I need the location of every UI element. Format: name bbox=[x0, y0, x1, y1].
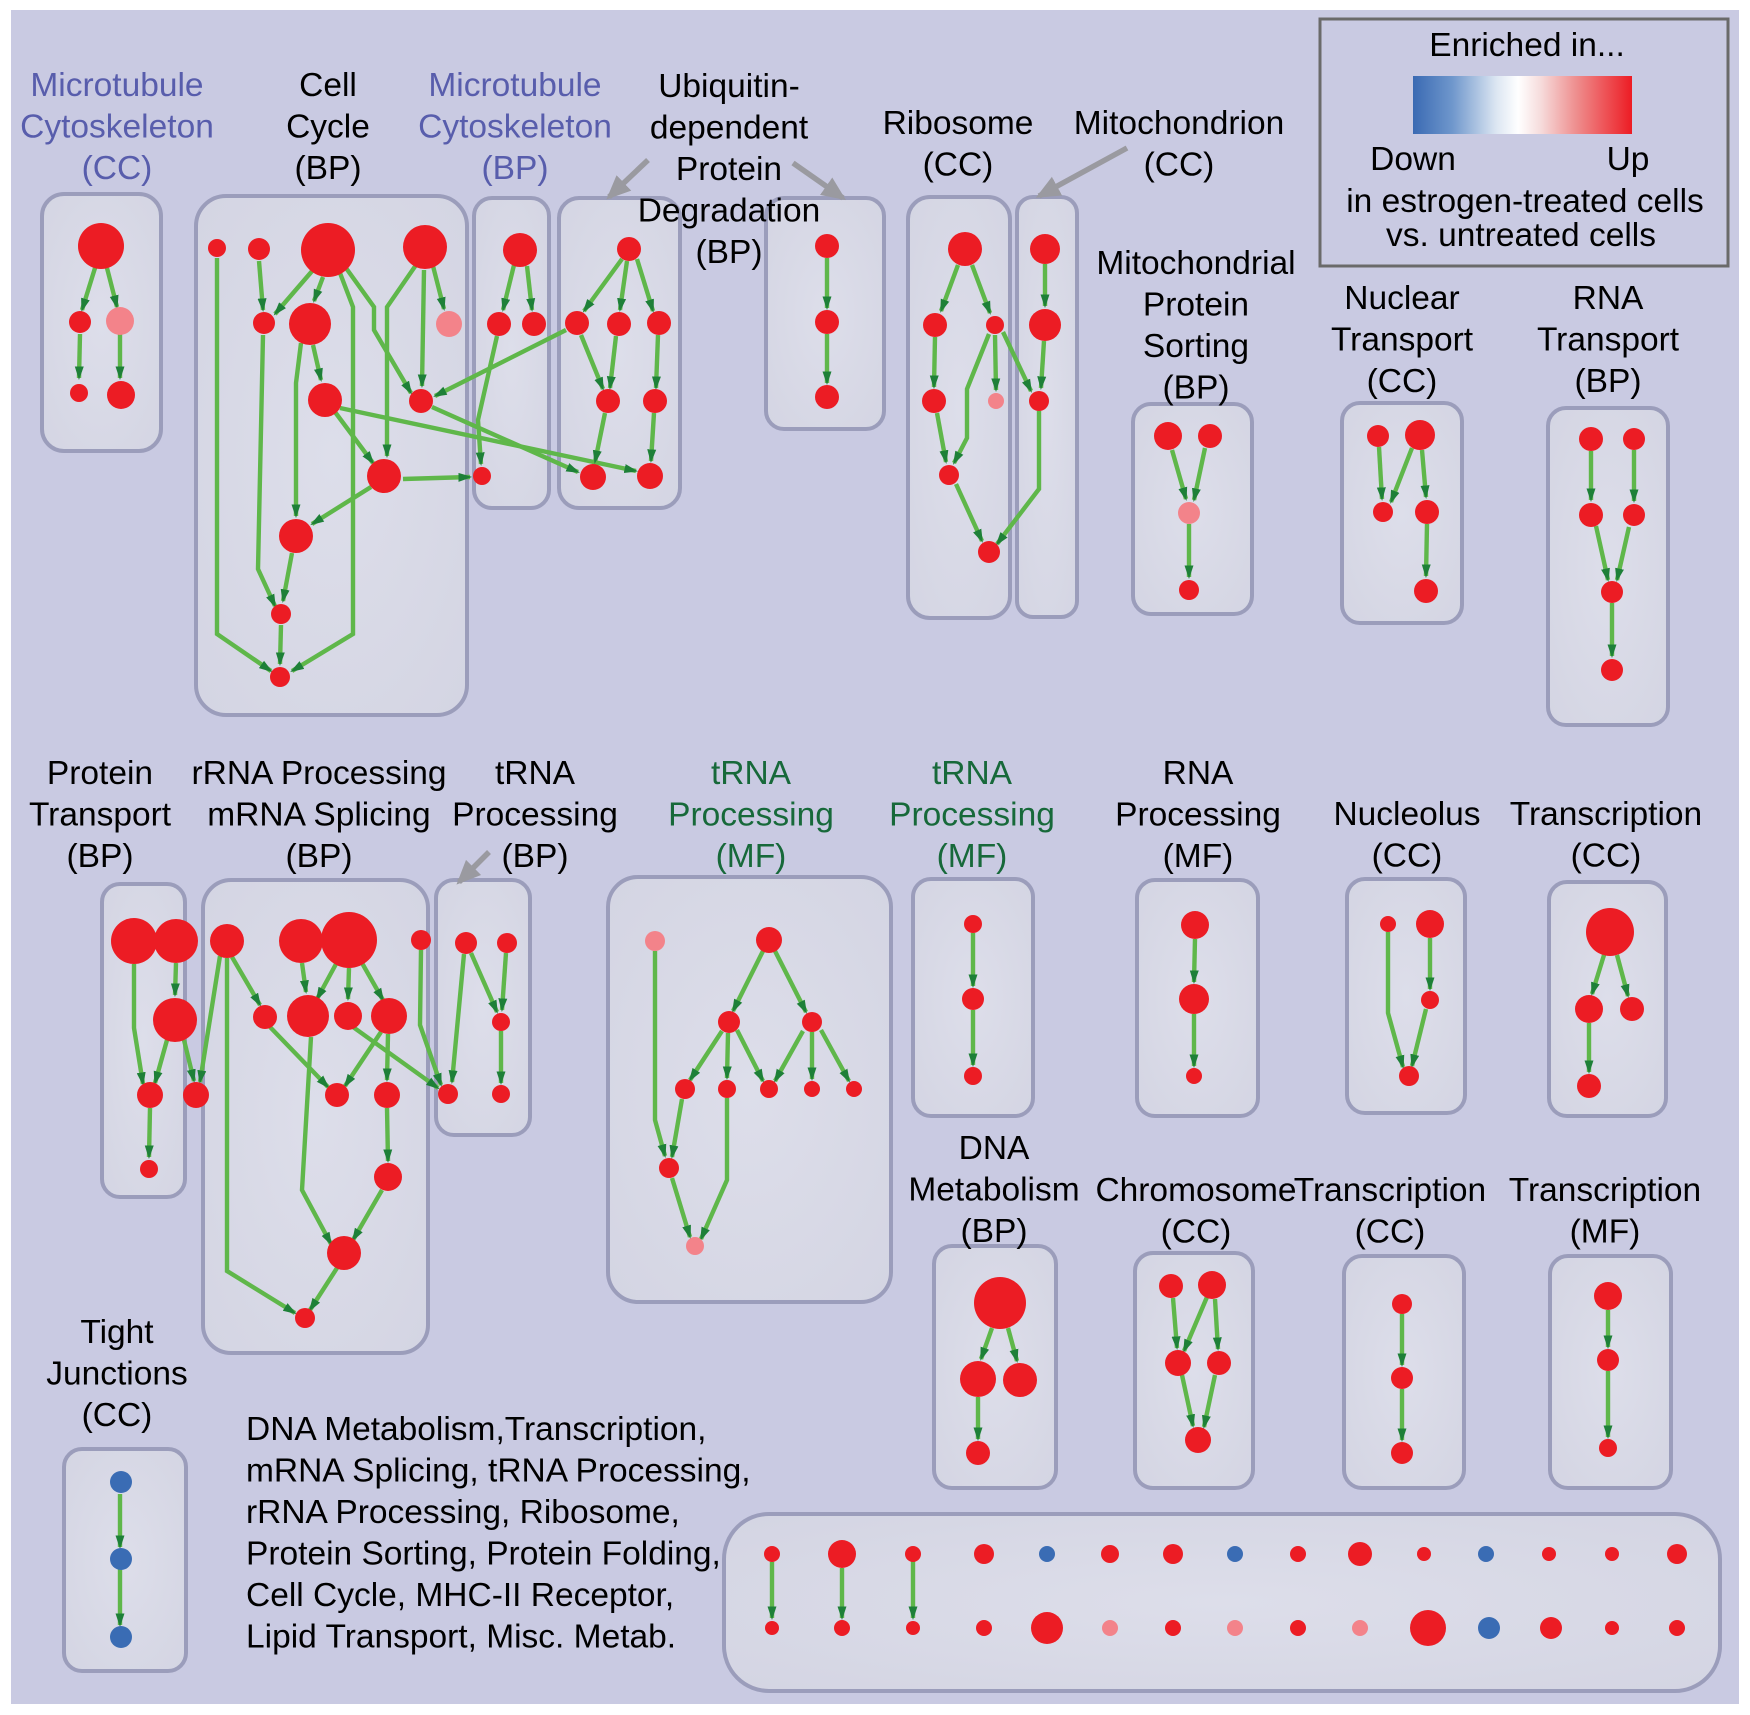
svg-text:(BP): (BP) bbox=[696, 234, 763, 271]
svg-text:(CC): (CC) bbox=[1367, 363, 1438, 400]
svg-text:(CC): (CC) bbox=[82, 150, 153, 187]
svg-text:mRNA Splicing: mRNA Splicing bbox=[207, 796, 430, 833]
svg-text:Nucleolus: Nucleolus bbox=[1333, 796, 1480, 833]
svg-text:(BP): (BP) bbox=[295, 150, 362, 187]
svg-text:Cytoskeleton: Cytoskeleton bbox=[418, 108, 612, 145]
svg-text:Protein: Protein bbox=[1143, 286, 1249, 323]
svg-text:DNA: DNA bbox=[959, 1130, 1030, 1167]
svg-text:Microtubule: Microtubule bbox=[428, 67, 601, 104]
svg-text:(BP): (BP) bbox=[286, 838, 353, 875]
svg-text:Nuclear: Nuclear bbox=[1344, 280, 1459, 317]
svg-text:Protein: Protein bbox=[47, 755, 153, 792]
svg-text:Processing: Processing bbox=[1115, 796, 1281, 833]
svg-text:Transport: Transport bbox=[1331, 321, 1474, 358]
svg-text:Tight: Tight bbox=[80, 1314, 154, 1351]
svg-text:rRNA Processing, Ribosome,: rRNA Processing, Ribosome, bbox=[246, 1494, 680, 1531]
svg-text:Lipid Transport, Misc. Metab.: Lipid Transport, Misc. Metab. bbox=[246, 1618, 676, 1655]
svg-text:Processing: Processing bbox=[889, 796, 1055, 833]
svg-text:Transcription: Transcription bbox=[1510, 796, 1702, 833]
svg-text:Protein: Protein bbox=[676, 151, 782, 188]
svg-text:Transport: Transport bbox=[29, 796, 172, 833]
svg-text:Sorting: Sorting bbox=[1143, 328, 1249, 365]
svg-text:tRNA: tRNA bbox=[711, 755, 792, 792]
svg-text:(MF): (MF) bbox=[937, 838, 1008, 875]
svg-text:(BP): (BP) bbox=[502, 838, 569, 875]
svg-text:Processing: Processing bbox=[452, 796, 618, 833]
svg-text:vs. untreated cells: vs. untreated cells bbox=[1386, 217, 1656, 254]
svg-text:RNA: RNA bbox=[1163, 755, 1234, 792]
svg-text:Protein Sorting, Protein Foldi: Protein Sorting, Protein Folding, bbox=[246, 1535, 721, 1572]
svg-text:Processing: Processing bbox=[668, 796, 834, 833]
svg-text:(CC): (CC) bbox=[1161, 1213, 1232, 1250]
svg-text:(CC): (CC) bbox=[923, 146, 994, 183]
svg-text:(CC): (CC) bbox=[1372, 837, 1443, 874]
svg-text:(MF): (MF) bbox=[1163, 838, 1234, 875]
svg-text:(CC): (CC) bbox=[1355, 1213, 1426, 1250]
svg-text:(MF): (MF) bbox=[716, 838, 787, 875]
svg-text:Cycle: Cycle bbox=[286, 108, 370, 145]
svg-text:tRNA: tRNA bbox=[932, 755, 1013, 792]
svg-text:in estrogen-treated cells: in estrogen-treated cells bbox=[1346, 183, 1704, 220]
svg-text:Transcription: Transcription bbox=[1509, 1172, 1701, 1209]
svg-text:Metabolism: Metabolism bbox=[908, 1171, 1079, 1208]
svg-text:(BP): (BP) bbox=[1575, 363, 1642, 400]
svg-text:(CC): (CC) bbox=[1571, 837, 1642, 874]
svg-text:Up: Up bbox=[1607, 141, 1650, 178]
svg-text:Mitochondrial: Mitochondrial bbox=[1096, 245, 1295, 282]
svg-text:(CC): (CC) bbox=[82, 1397, 153, 1434]
svg-text:Cell Cycle, MHC-II Receptor,: Cell Cycle, MHC-II Receptor, bbox=[246, 1577, 674, 1614]
svg-text:DNA Metabolism,Transcription,: DNA Metabolism,Transcription, bbox=[246, 1411, 706, 1448]
svg-text:(BP): (BP) bbox=[482, 150, 549, 187]
svg-text:(CC): (CC) bbox=[1144, 146, 1215, 183]
svg-text:Enriched in...: Enriched in... bbox=[1429, 27, 1625, 64]
svg-text:(BP): (BP) bbox=[1163, 369, 1230, 406]
svg-text:Ubiquitin-: Ubiquitin- bbox=[658, 68, 800, 105]
svg-text:dependent: dependent bbox=[650, 109, 809, 146]
svg-text:Mitochondrion: Mitochondrion bbox=[1074, 105, 1284, 142]
svg-text:(BP): (BP) bbox=[67, 838, 134, 875]
svg-text:Transport: Transport bbox=[1537, 321, 1680, 358]
svg-text:Cell: Cell bbox=[299, 67, 357, 104]
svg-text:Degradation: Degradation bbox=[638, 192, 821, 229]
svg-text:rRNA Processing: rRNA Processing bbox=[191, 755, 446, 792]
svg-text:RNA: RNA bbox=[1573, 280, 1644, 317]
svg-text:Junctions: Junctions bbox=[46, 1355, 188, 1392]
svg-text:Chromosome: Chromosome bbox=[1095, 1172, 1296, 1209]
svg-text:(BP): (BP) bbox=[961, 1213, 1028, 1250]
svg-text:Down: Down bbox=[1370, 141, 1456, 178]
svg-text:tRNA: tRNA bbox=[495, 755, 576, 792]
svg-text:Cytoskeleton: Cytoskeleton bbox=[20, 108, 214, 145]
svg-text:Transcription: Transcription bbox=[1294, 1172, 1486, 1209]
svg-text:(MF): (MF) bbox=[1570, 1213, 1641, 1250]
svg-text:Ribosome: Ribosome bbox=[883, 105, 1034, 142]
svg-text:mRNA Splicing, tRNA Processing: mRNA Splicing, tRNA Processing, bbox=[246, 1452, 751, 1489]
svg-text:Microtubule: Microtubule bbox=[30, 67, 203, 104]
